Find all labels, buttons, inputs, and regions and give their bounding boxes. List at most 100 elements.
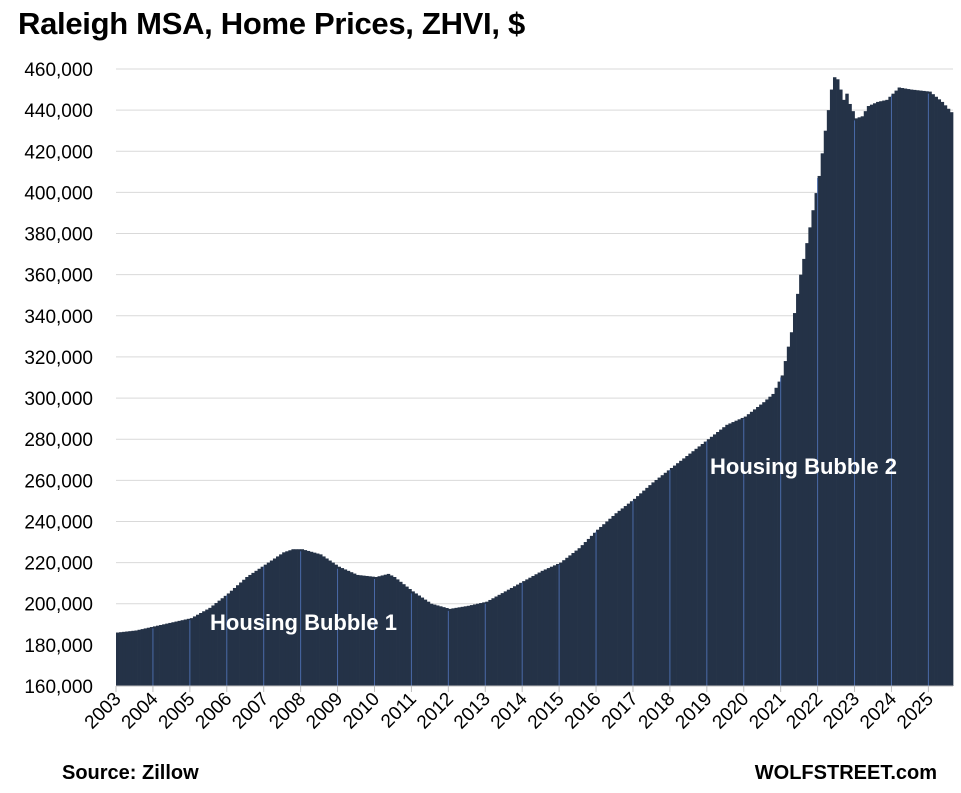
bar bbox=[408, 588, 412, 686]
bar bbox=[851, 111, 855, 686]
bar bbox=[577, 548, 582, 686]
bar bbox=[792, 313, 797, 686]
bar bbox=[251, 572, 255, 686]
bar bbox=[463, 606, 468, 686]
bar bbox=[414, 593, 418, 686]
bar bbox=[765, 399, 769, 686]
bar bbox=[826, 110, 831, 686]
bar bbox=[894, 90, 898, 687]
bar bbox=[383, 574, 388, 686]
bar bbox=[389, 575, 394, 686]
bar bbox=[814, 193, 818, 686]
bar bbox=[340, 568, 345, 686]
chart-title: Raleigh MSA, Home Prices, ZHVI, $ bbox=[18, 6, 525, 41]
bar bbox=[143, 628, 148, 686]
bar bbox=[725, 424, 729, 686]
bar bbox=[266, 562, 271, 686]
bar bbox=[657, 477, 662, 686]
bar bbox=[743, 416, 748, 686]
bar bbox=[306, 550, 311, 686]
bar bbox=[749, 411, 754, 686]
bar bbox=[617, 510, 622, 686]
bar bbox=[645, 487, 649, 686]
bar bbox=[909, 89, 914, 686]
bar bbox=[716, 432, 720, 686]
bar bbox=[829, 89, 834, 686]
bar bbox=[820, 153, 825, 686]
bar bbox=[728, 423, 732, 686]
y-tick-label: 360,000 bbox=[24, 266, 93, 287]
bar bbox=[312, 552, 317, 686]
bar bbox=[636, 496, 640, 686]
bar bbox=[734, 420, 738, 686]
y-tick-label: 400,000 bbox=[24, 183, 93, 204]
bar bbox=[242, 579, 246, 686]
x-tick-label: 2020 bbox=[709, 689, 754, 734]
bar bbox=[832, 77, 837, 687]
bar bbox=[586, 538, 591, 686]
bar bbox=[417, 595, 421, 686]
bar bbox=[491, 598, 495, 686]
bar bbox=[660, 475, 665, 686]
bar bbox=[922, 90, 926, 686]
bar bbox=[294, 549, 298, 686]
bar bbox=[356, 574, 360, 686]
x-tick-label: 2011 bbox=[377, 689, 421, 733]
bar bbox=[903, 88, 908, 687]
bar bbox=[232, 587, 237, 686]
bar bbox=[808, 227, 812, 687]
bar bbox=[131, 630, 135, 686]
bar bbox=[276, 556, 280, 686]
bar bbox=[694, 448, 698, 686]
bar bbox=[291, 549, 295, 686]
bar bbox=[260, 566, 265, 686]
bar bbox=[331, 562, 335, 686]
bar bbox=[946, 108, 951, 686]
bar bbox=[171, 622, 175, 686]
x-tick-label: 2007 bbox=[228, 689, 273, 734]
bar bbox=[759, 404, 763, 686]
bar bbox=[279, 554, 283, 686]
bar bbox=[516, 584, 520, 686]
bar bbox=[469, 605, 474, 686]
y-tick-label: 300,000 bbox=[24, 389, 93, 410]
bar bbox=[620, 508, 625, 686]
bar bbox=[854, 118, 858, 687]
bar bbox=[128, 631, 132, 686]
x-tick-label: 2022 bbox=[782, 689, 827, 734]
x-tick-label: 2016 bbox=[561, 689, 606, 734]
bar bbox=[503, 591, 508, 686]
bar bbox=[768, 396, 772, 686]
bar bbox=[949, 112, 954, 686]
bar bbox=[752, 409, 757, 686]
y-tick-label: 220,000 bbox=[24, 554, 93, 575]
bar bbox=[611, 515, 615, 686]
bar bbox=[891, 93, 895, 687]
bar bbox=[168, 622, 172, 686]
bar bbox=[712, 434, 717, 686]
bar bbox=[565, 557, 569, 686]
x-tick-label: 2014 bbox=[487, 688, 532, 733]
bar bbox=[639, 493, 643, 686]
bar bbox=[522, 581, 526, 686]
bar bbox=[669, 467, 674, 686]
x-tick-label: 2023 bbox=[819, 689, 864, 734]
bar bbox=[254, 570, 258, 686]
bar bbox=[386, 573, 391, 686]
bar bbox=[337, 566, 341, 686]
x-tick-label: 2021 bbox=[745, 689, 790, 734]
y-tick-label: 320,000 bbox=[24, 348, 93, 369]
bar bbox=[445, 608, 449, 686]
bar bbox=[220, 598, 225, 686]
bar bbox=[608, 518, 612, 686]
x-tick-label: 2015 bbox=[524, 689, 569, 734]
bar bbox=[186, 618, 191, 686]
bar bbox=[919, 90, 923, 687]
bar bbox=[196, 614, 200, 686]
bar bbox=[448, 608, 452, 687]
bar bbox=[688, 453, 692, 686]
bar bbox=[137, 629, 141, 686]
bar bbox=[626, 503, 631, 686]
bar bbox=[706, 439, 711, 686]
bar bbox=[599, 526, 603, 686]
